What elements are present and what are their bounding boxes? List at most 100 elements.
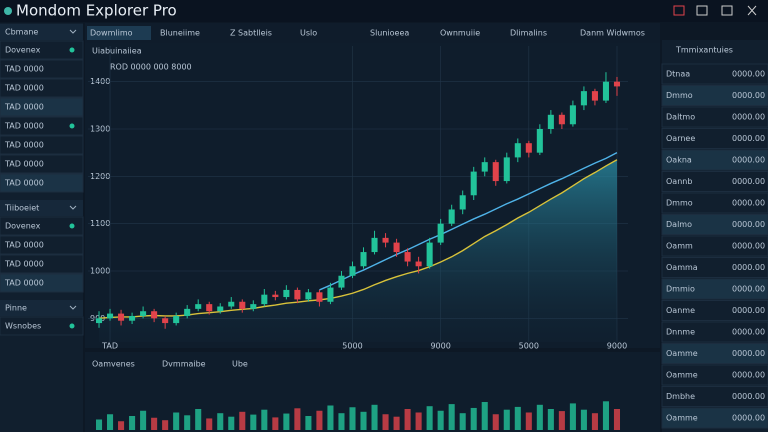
quote-name[interactable]: Oamma [666, 263, 698, 272]
quote-name[interactable]: Dmbhe [666, 392, 695, 401]
quote-row[interactable] [661, 192, 768, 214]
quote-row[interactable] [661, 343, 768, 364]
quote-row[interactable] [661, 235, 768, 257]
quote-row[interactable] [661, 85, 768, 106]
quote-value[interactable]: 0000.00 [732, 199, 765, 208]
quote-value[interactable]: 0000.00 [732, 414, 765, 423]
list-row[interactable] [0, 135, 84, 155]
quote-value[interactable]: 0000.00 [732, 306, 765, 315]
quote-name[interactable]: Dalmo [666, 220, 692, 229]
volume-tab[interactable]: Oamvenes [92, 360, 135, 369]
quote-value[interactable]: 0000.00 [732, 285, 765, 294]
section-header[interactable] [0, 300, 83, 316]
list-item[interactable]: Wsnobes [5, 322, 41, 331]
quote-value[interactable]: 0000.00 [732, 328, 765, 337]
tab-active[interactable] [87, 26, 151, 40]
volume-tab[interactable]: Ube [232, 360, 248, 369]
quote-name[interactable]: Dmmo [666, 91, 693, 100]
quote-name[interactable]: Oakna [666, 156, 692, 165]
section-header[interactable] [0, 24, 83, 40]
quote-name[interactable]: Dmmo [666, 199, 693, 208]
quote-row[interactable] [661, 321, 768, 343]
list-row[interactable] [0, 116, 84, 136]
list-row[interactable] [0, 154, 84, 174]
quote-row[interactable] [661, 171, 768, 192]
list-item[interactable]: TAD 0000 [4, 65, 44, 74]
quote-row[interactable] [661, 149, 768, 171]
quote-name[interactable]: Oamme [666, 371, 698, 380]
quote-row[interactable] [661, 364, 768, 386]
toolbar-tab[interactable]: Uslo [300, 29, 317, 38]
quote-row[interactable] [661, 63, 768, 85]
toolbar-tab[interactable]: Ownmuiie [440, 29, 480, 38]
toolbar-tab[interactable]: Danm Widwmos [580, 29, 645, 38]
quote-row[interactable] [661, 386, 768, 407]
section-title[interactable]: Cbmane [5, 28, 38, 37]
toolbar-tab[interactable]: Slunioeea [370, 29, 409, 38]
quote-row[interactable] [661, 300, 768, 321]
list-item[interactable]: TAD 0000 [4, 141, 44, 150]
window-controls[interactable] [673, 5, 757, 16]
toolbar-tab[interactable]: Z Sabtlleis [230, 29, 272, 38]
quote-name[interactable]: Oannb [666, 177, 692, 186]
toolbar-tab[interactable]: Dowmlimo [90, 29, 133, 38]
quote-value[interactable]: 0000.00 [732, 70, 765, 79]
quote-row[interactable] [661, 128, 768, 149]
list-item[interactable]: TAD 0000 [4, 241, 44, 250]
candle-body [547, 114, 554, 129]
toolbar-tab[interactable]: Bluneiime [160, 29, 200, 38]
list-row[interactable] [0, 97, 84, 117]
section-header[interactable] [0, 200, 83, 216]
quote-name[interactable]: Dnnme [666, 328, 695, 337]
list-item[interactable]: TAD 0000 [4, 279, 44, 288]
quote-value[interactable]: 0000.00 [732, 177, 765, 186]
quote-row[interactable] [661, 214, 768, 235]
quote-value[interactable]: 0000.00 [732, 91, 765, 100]
list-row[interactable] [0, 59, 84, 79]
quote-value[interactable]: 0000.00 [732, 263, 765, 272]
list-item[interactable]: TAD 0000 [4, 103, 44, 112]
quote-value[interactable]: 0000.00 [732, 113, 765, 122]
candle-body [140, 311, 147, 316]
quote-value[interactable]: 0000.00 [732, 371, 765, 380]
list-item[interactable]: Dovenex [5, 222, 41, 231]
quote-row[interactable] [661, 106, 768, 128]
quote-row[interactable] [661, 407, 768, 429]
list-item[interactable]: TAD 0000 [4, 160, 44, 169]
list-row[interactable] [0, 173, 84, 193]
list-row[interactable] [0, 78, 84, 98]
list-row[interactable] [0, 254, 84, 274]
quote-name[interactable]: Oamme [666, 349, 698, 358]
list-row[interactable] [0, 216, 84, 236]
quote-row[interactable] [661, 257, 768, 278]
section-title[interactable]: Pinne [5, 304, 27, 313]
list-row[interactable] [0, 235, 84, 255]
quote-name[interactable]: Oamme [666, 414, 698, 423]
list-item[interactable]: TAD 0000 [4, 122, 44, 131]
quote-row[interactable] [661, 278, 768, 300]
quote-value[interactable]: 0000.00 [732, 349, 765, 358]
quote-name[interactable]: Oanme [666, 306, 695, 315]
list-item[interactable]: TAD 0000 [4, 260, 44, 269]
candle-body [95, 318, 103, 324]
section-title[interactable]: Tiiboeiet [4, 204, 39, 213]
quote-name[interactable]: Oamm [666, 242, 693, 251]
quote-name[interactable]: Daltmo [666, 113, 695, 122]
quote-name[interactable]: Oarnee [666, 134, 695, 143]
volume-tab[interactable]: Dvmmaibe [162, 360, 206, 369]
quote-value[interactable]: 0000.00 [732, 242, 765, 251]
list-row[interactable] [0, 316, 84, 336]
quote-value[interactable]: 0000.00 [732, 134, 765, 143]
quote-value[interactable]: 0000.00 [732, 392, 765, 401]
quote-name[interactable]: Dmmio [666, 285, 695, 294]
list-item[interactable]: TAD 0000 [4, 84, 44, 93]
toolbar-tab[interactable]: Dlimalins [510, 29, 547, 38]
quote-value[interactable]: 0000.00 [732, 220, 765, 229]
candle-body [107, 313, 114, 319]
list-item[interactable]: TAD 0000 [4, 179, 44, 188]
list-row[interactable] [0, 40, 84, 60]
quote-name[interactable]: Dtnaa [666, 70, 690, 79]
list-row[interactable] [0, 273, 84, 293]
list-item[interactable]: Dovenex [5, 46, 41, 55]
quote-value[interactable]: 0000.00 [732, 156, 765, 165]
